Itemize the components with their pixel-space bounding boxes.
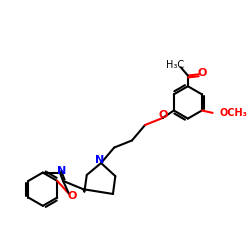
Text: O: O	[67, 191, 77, 201]
Text: OCH₃: OCH₃	[219, 108, 247, 118]
Text: O: O	[158, 110, 168, 120]
Text: H₃C: H₃C	[166, 60, 184, 70]
Text: N: N	[95, 155, 104, 165]
Text: O: O	[198, 68, 207, 78]
Text: N: N	[57, 166, 66, 176]
